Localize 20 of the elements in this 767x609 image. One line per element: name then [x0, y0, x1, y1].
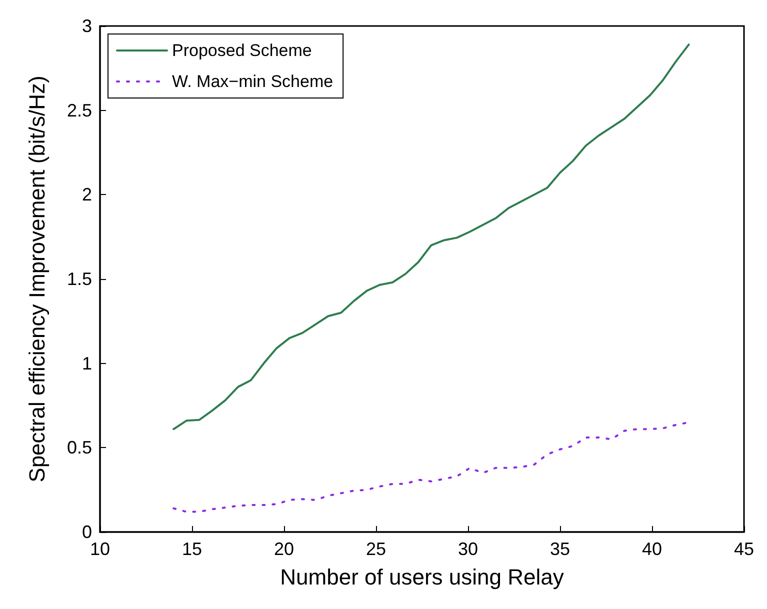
x-tick-label: 35 [550, 539, 570, 559]
line-series [172, 44, 690, 430]
y-tick-label: 2 [82, 184, 92, 205]
legend-label: W. Max−min Scheme [172, 72, 334, 91]
x-axis-title: Number of users using Relay [280, 564, 564, 590]
x-tick-label: 40 [642, 539, 662, 559]
y-tick-label: 1 [82, 353, 92, 374]
legend-label: Proposed Scheme [172, 41, 312, 60]
x-tick-label: 45 [734, 539, 754, 559]
y-tick-label: 0 [82, 522, 92, 542]
x-tick-label: 30 [458, 539, 478, 559]
x-tick-label: 25 [366, 539, 386, 559]
y-tick-label: 0.5 [66, 438, 92, 458]
y-tick-label: 3 [82, 16, 92, 36]
x-tick-label: 10 [90, 539, 110, 559]
y-axis-title: Spectral efficiency Improvement (bit/s/Hz) [24, 76, 50, 482]
y-tick-label: 1.5 [66, 269, 92, 289]
x-tick-label: 20 [274, 539, 294, 559]
y-tick-label: 2.5 [66, 100, 92, 120]
x-tick-label: 15 [182, 539, 202, 559]
